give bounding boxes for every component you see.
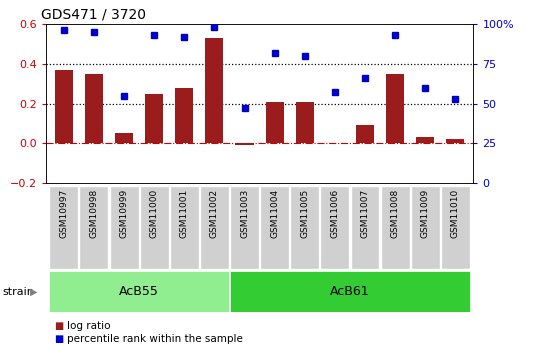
Text: GDS471 / 3720: GDS471 / 3720 (41, 8, 146, 22)
Bar (145, 93, 163, 143)
Bar (110, 186, 138, 269)
Text: GSM10998: GSM10998 (89, 189, 98, 238)
Bar (200, 186, 229, 269)
Bar (356, 125, 374, 143)
Text: GSM11004: GSM11004 (270, 189, 279, 238)
Text: GSM10999: GSM10999 (119, 189, 129, 238)
Text: GSM11005: GSM11005 (300, 189, 309, 238)
Text: GSM11002: GSM11002 (210, 189, 219, 238)
Bar (80, 186, 108, 269)
Bar (266, 101, 284, 143)
Bar (351, 186, 379, 269)
Text: GSM11006: GSM11006 (330, 189, 339, 238)
Bar (206, 38, 223, 143)
Text: GSM11007: GSM11007 (360, 189, 370, 238)
Text: GSM10997: GSM10997 (59, 189, 68, 238)
Bar (115, 133, 133, 143)
Bar (55, 70, 73, 143)
Bar (386, 74, 404, 143)
Bar (296, 101, 314, 143)
Text: AcB61: AcB61 (330, 285, 370, 298)
Bar (416, 137, 434, 143)
Bar (175, 88, 193, 143)
Text: strain: strain (3, 287, 34, 296)
Bar (230, 186, 259, 269)
Bar (49, 186, 78, 269)
Bar (170, 186, 199, 269)
Bar (236, 143, 253, 145)
Text: GSM11008: GSM11008 (391, 189, 400, 238)
Bar (447, 139, 464, 143)
Text: ■: ■ (54, 321, 63, 331)
Bar (260, 186, 289, 269)
Bar (49, 271, 229, 312)
Bar (230, 271, 470, 312)
Text: log ratio: log ratio (67, 321, 111, 331)
Text: GSM11001: GSM11001 (180, 189, 189, 238)
Text: GSM11009: GSM11009 (421, 189, 430, 238)
Bar (411, 186, 440, 269)
Text: ▶: ▶ (30, 287, 38, 296)
Text: GSM11010: GSM11010 (451, 189, 460, 238)
Bar (381, 186, 409, 269)
Bar (85, 74, 103, 143)
Text: ■: ■ (54, 334, 63, 344)
Text: GSM11003: GSM11003 (240, 189, 249, 238)
Text: percentile rank within the sample: percentile rank within the sample (67, 334, 243, 344)
Bar (441, 186, 470, 269)
Bar (140, 186, 168, 269)
Text: AcB55: AcB55 (119, 285, 159, 298)
Bar (321, 186, 349, 269)
Text: GSM11000: GSM11000 (150, 189, 159, 238)
Bar (291, 186, 319, 269)
